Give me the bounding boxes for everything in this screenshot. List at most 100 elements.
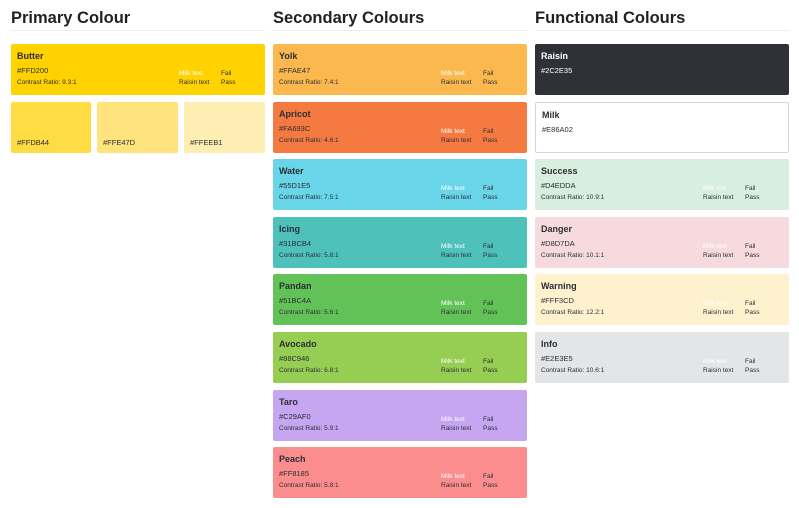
raisin-text-label: Raisin text xyxy=(441,309,472,316)
colour-name: Danger xyxy=(541,224,573,234)
colour-name: Pandan xyxy=(279,281,312,291)
colour-name: Yolk xyxy=(279,51,298,61)
milk-result: Fail xyxy=(483,128,494,135)
raisin-result: Pass xyxy=(221,79,236,86)
raisin-result: Pass xyxy=(483,252,498,259)
contrast-ratio: Contrast Ratio: 10.6:1 xyxy=(541,367,605,374)
colour-name: Info xyxy=(541,339,558,349)
milk-result: Fail xyxy=(221,70,232,77)
colour-name: Icing xyxy=(279,224,301,234)
colour-hex: #FF8185 xyxy=(279,469,310,478)
colour-card-danger[interactable]: Danger #D8D7DA Contrast Ratio: 10.1:1 Milk … xyxy=(535,217,789,268)
raisin-text-label: Raisin text xyxy=(441,482,472,489)
colour-card-taro[interactable]: Taro #C29AF0 Contrast Ratio: 5.9:1 Milk tex… xyxy=(273,390,527,441)
secondary-colours-title: Secondary Colours xyxy=(273,9,425,27)
colour-card-peach[interactable]: Peach #FF8185 Contrast Ratio: 5.8:1 Milk te… xyxy=(273,447,527,498)
raisin-result: Pass xyxy=(745,309,760,316)
colour-hex: #D4EDDA xyxy=(541,181,576,190)
colour-hex: #FFAE47 xyxy=(279,66,311,75)
colour-card-milk[interactable]: Milk #E86A02 xyxy=(535,102,789,153)
raisin-text-label: Raisin text xyxy=(441,425,472,432)
colour-hex: #55D1E5 xyxy=(279,181,311,190)
raisin-text-label: Raisin text xyxy=(441,367,472,374)
raisin-text-label: Raisin text xyxy=(703,367,734,374)
raisin-text-label: Raisin text xyxy=(179,79,210,86)
milk-text-label: Milk text xyxy=(703,243,727,250)
milk-text-label: Milk text xyxy=(441,473,465,480)
contrast-ratio: Contrast Ratio: 10.9:1 xyxy=(541,194,605,201)
contrast-ratio: Contrast Ratio: 4.6:1 xyxy=(279,137,339,144)
raisin-result: Pass xyxy=(745,367,760,374)
colour-card-apricot[interactable]: Apricot #FA693C Contrast Ratio: 4.6:1 Milk … xyxy=(273,102,527,153)
tint-hex: #FFDB44 xyxy=(17,138,50,147)
section-divider xyxy=(535,30,789,31)
colour-card-avocado[interactable]: Avocado #88C946 Contrast Ratio: 6.8:1 Milk … xyxy=(273,332,527,383)
colour-name: Butter xyxy=(17,51,44,61)
milk-result: Fail xyxy=(483,416,494,423)
milk-result: Fail xyxy=(483,70,494,77)
milk-text-label: Milk text xyxy=(441,128,465,135)
milk-text-label: Milk text xyxy=(703,300,727,307)
tint-hex: #FFEEB1 xyxy=(190,138,223,147)
colour-card-pandan[interactable]: Pandan #51BC4A Contrast Ratio: 5.6:1 Milk t… xyxy=(273,274,527,325)
primary-colour-title: Primary Colour xyxy=(11,9,131,27)
contrast-ratio: Contrast Ratio: 12.2:1 xyxy=(541,309,605,316)
raisin-text-label: Raisin text xyxy=(703,252,734,259)
functional-colours-title: Functional Colours xyxy=(535,9,686,27)
tint-swatch-2[interactable]: #FFE47D xyxy=(97,102,178,153)
milk-result: Fail xyxy=(483,185,494,192)
colour-name: Peach xyxy=(279,454,306,464)
contrast-ratio: Contrast Ratio: 10.1:1 xyxy=(541,252,605,259)
milk-result: Fail xyxy=(745,358,756,365)
milk-text-label: Milk text xyxy=(703,358,727,365)
raisin-text-label: Raisin text xyxy=(441,137,472,144)
colour-hex: #E2E3E5 xyxy=(541,354,573,363)
raisin-result: Pass xyxy=(483,194,498,201)
tint-swatch-3[interactable]: #FFEEB1 xyxy=(184,102,265,153)
milk-result: Fail xyxy=(483,358,494,365)
colour-card-warning[interactable]: Warning #FFF3CD Contrast Ratio: 12.2:1 Milk… xyxy=(535,274,789,325)
raisin-result: Pass xyxy=(483,425,498,432)
raisin-result: Pass xyxy=(745,252,760,259)
colour-name: Raisin xyxy=(541,51,569,61)
contrast-ratio: Contrast Ratio: 5.8:1 xyxy=(279,252,339,259)
colour-name: Milk xyxy=(542,110,560,120)
colour-card-butter[interactable]: Butter #FFD200 Contrast Ratio: 9.3:1 Mil… xyxy=(11,44,265,95)
colour-card-success[interactable]: Success #D4EDDA Contrast Ratio: 10.9:1 Milk… xyxy=(535,159,789,210)
milk-text-label: Milk text xyxy=(441,185,465,192)
milk-result: Fail xyxy=(745,300,756,307)
colour-hex: #E86A02 xyxy=(542,125,573,134)
colour-card-info[interactable]: Info #E2E3E5 Contrast Ratio: 10.6:1 Milk te… xyxy=(535,332,789,383)
colour-card-raisin[interactable]: Raisin #2C2E35 xyxy=(535,44,789,95)
colour-card-yolk[interactable]: Yolk #FFAE47 Contrast Ratio: 7.4:1 Milk tex… xyxy=(273,44,527,95)
raisin-text-label: Raisin text xyxy=(703,194,734,201)
colour-hex: #2C2E35 xyxy=(541,66,573,75)
colour-hex: #31BCB4 xyxy=(279,239,312,248)
milk-text-label: Milk text xyxy=(441,358,465,365)
colour-hex: #FFF3CD xyxy=(541,296,574,305)
colour-name: Warning xyxy=(541,281,577,291)
section-divider xyxy=(273,30,527,31)
colour-name: Water xyxy=(279,166,304,176)
raisin-result: Pass xyxy=(483,482,498,489)
milk-result: Fail xyxy=(483,243,494,250)
tint-swatch-1[interactable]: #FFDB44 xyxy=(11,102,91,153)
milk-text-label: Milk text xyxy=(441,416,465,423)
raisin-text-label: Raisin text xyxy=(441,79,472,86)
colour-name: Avocado xyxy=(279,339,317,349)
colour-name: Apricot xyxy=(279,109,311,119)
colour-card-icing[interactable]: Icing #31BCB4 Contrast Ratio: 5.8:1 Milk te… xyxy=(273,217,527,268)
colour-hex: #FA693C xyxy=(279,124,311,133)
colour-hex: #51BC4A xyxy=(279,296,312,305)
colour-hex: #88C946 xyxy=(279,354,310,363)
colour-card-water[interactable]: Water #55D1E5 Contrast Ratio: 7.5:1 Milk te… xyxy=(273,159,527,210)
raisin-result: Pass xyxy=(483,137,498,144)
raisin-result: Pass xyxy=(745,194,760,201)
raisin-text-label: Raisin text xyxy=(441,194,472,201)
contrast-ratio: Contrast Ratio: 5.9:1 xyxy=(279,425,339,432)
contrast-ratio: Contrast Ratio: 9.3:1 xyxy=(17,79,77,86)
milk-text-label: Milk text xyxy=(441,243,465,250)
contrast-ratio: Contrast Ratio: 6.8:1 xyxy=(279,367,339,374)
contrast-ratio: Contrast Ratio: 7.5:1 xyxy=(279,194,339,201)
milk-text-label: Milk text xyxy=(441,300,465,307)
